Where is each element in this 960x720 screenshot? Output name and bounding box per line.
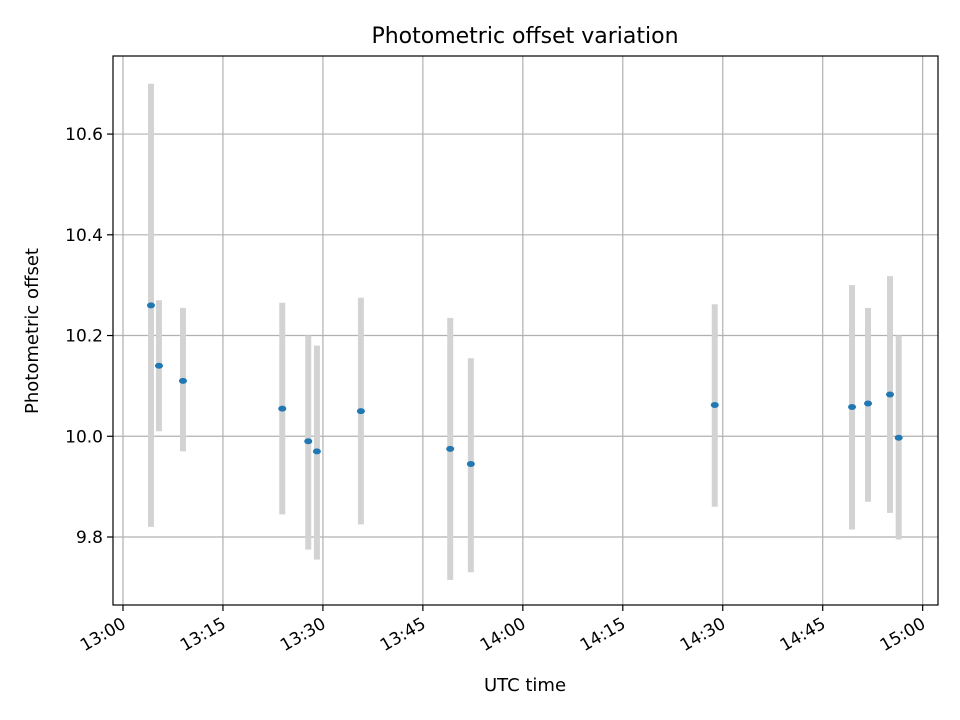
y-tick-label: 10.4 xyxy=(65,226,103,246)
data-point xyxy=(356,408,365,415)
data-point xyxy=(848,404,857,411)
data-point xyxy=(710,402,719,409)
data-point xyxy=(446,445,455,452)
chart-title: Photometric offset variation xyxy=(371,24,678,49)
data-point xyxy=(154,362,163,369)
data-point xyxy=(894,434,903,441)
x-tick-label: 13:45 xyxy=(377,614,429,656)
x-axis-label: UTC time xyxy=(484,675,566,696)
x-tick-label: 14:15 xyxy=(577,614,629,656)
x-tick-label: 13:30 xyxy=(277,614,329,656)
x-tick-label: 15:00 xyxy=(877,614,929,656)
y-axis: 9.8 10.0 10.2 10.4 10.6 xyxy=(65,125,113,548)
data-point xyxy=(178,377,187,384)
y-tick-label: 10.6 xyxy=(65,125,103,145)
x-tick-label: 14:00 xyxy=(477,614,529,656)
y-tick-label: 10.0 xyxy=(65,427,103,447)
x-axis: 13:00 13:15 13:30 13:45 14:00 14:15 14:30 14:45… xyxy=(77,605,929,656)
y-tick-label: 10.2 xyxy=(65,327,103,347)
plot-frame xyxy=(112,55,939,606)
data-points xyxy=(146,302,903,467)
error-bars xyxy=(147,83,902,580)
data-point xyxy=(886,391,895,398)
data-point xyxy=(146,302,155,309)
x-tick-label: 14:30 xyxy=(677,614,729,656)
x-tick-label: 13:00 xyxy=(77,614,129,656)
gridlines xyxy=(113,56,938,605)
data-point xyxy=(466,460,475,467)
y-axis-label: Photometric offset xyxy=(22,248,43,414)
x-tick-label: 14:45 xyxy=(777,614,829,656)
data-point xyxy=(312,448,321,455)
x-tick-label: 13:15 xyxy=(177,614,229,656)
data-point xyxy=(864,400,873,407)
y-tick-label: 9.8 xyxy=(76,528,103,548)
data-point xyxy=(278,405,287,412)
data-point xyxy=(304,438,313,445)
